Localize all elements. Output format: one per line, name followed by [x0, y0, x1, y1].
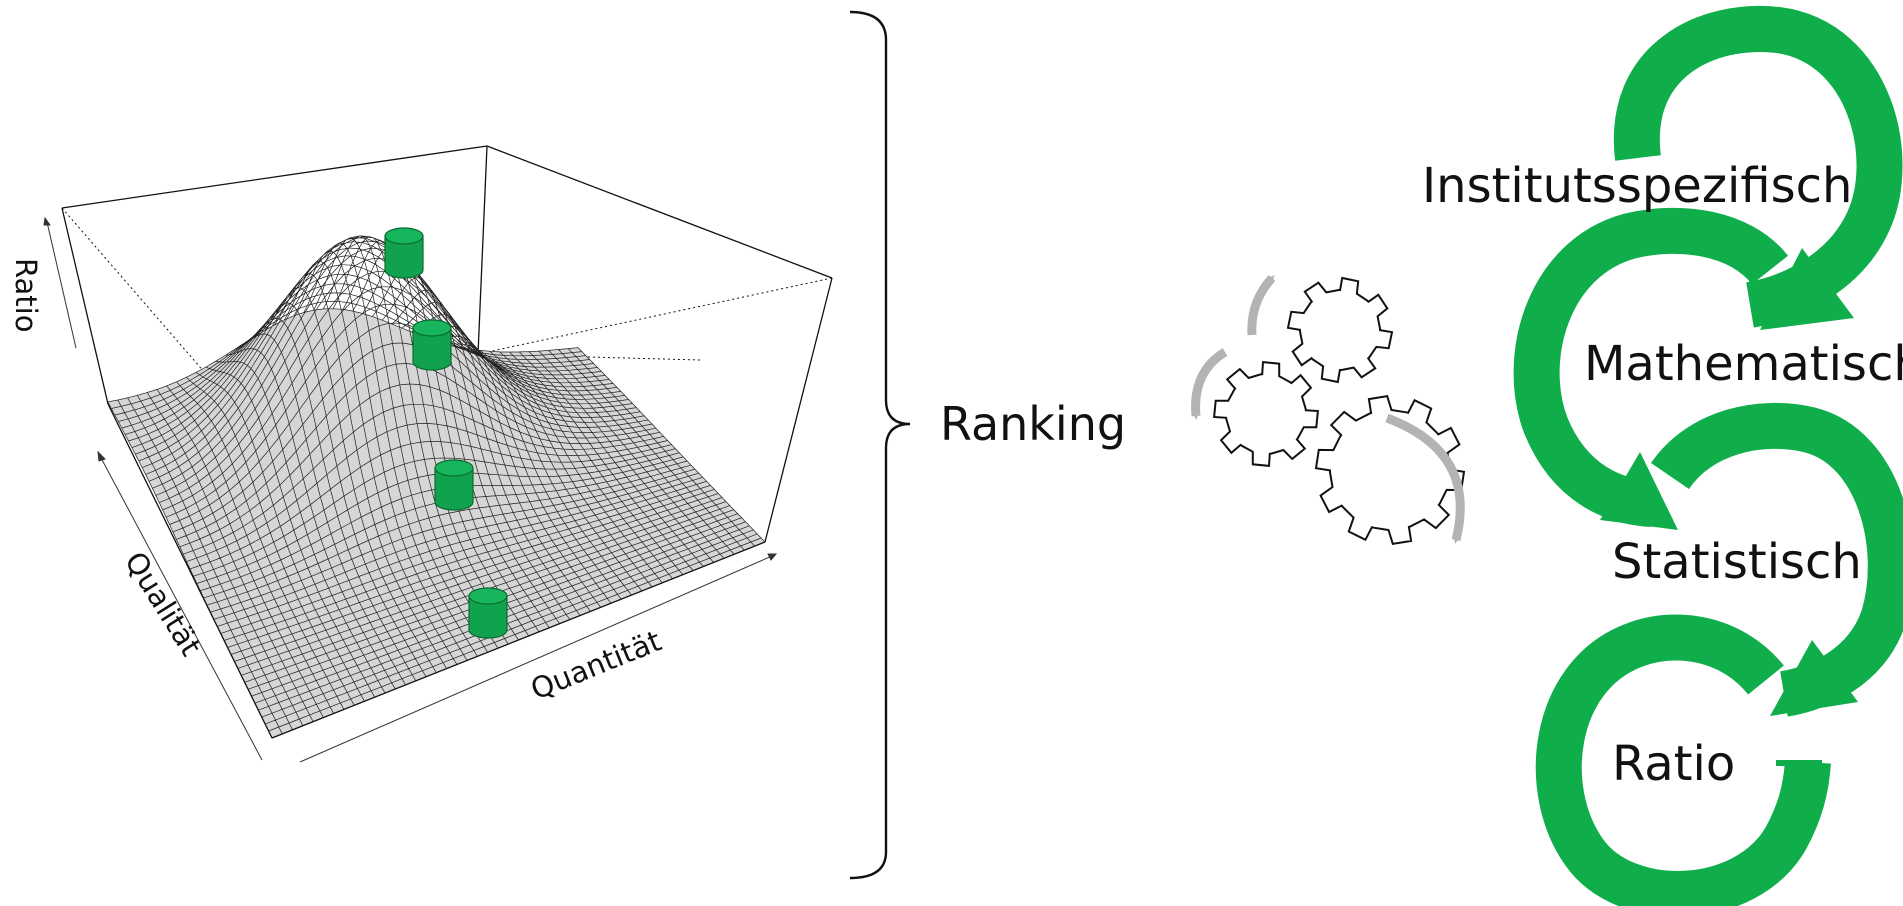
cycle-diagram	[1513, 6, 1903, 906]
cycle-arrowhead-1	[1760, 248, 1854, 330]
ranking-label: Ranking	[940, 397, 1126, 451]
cycle-ring-3	[1651, 402, 1903, 717]
cycle-step-3-label: Statistisch	[1612, 534, 1862, 590]
gear-shape	[1286, 276, 1394, 384]
cycle-step-2-label: Mathematisch	[1584, 336, 1903, 392]
cycle-ring-1	[1613, 6, 1903, 328]
marker-cylinder	[412, 319, 452, 371]
cycle-step-4-label: Ratio	[1612, 736, 1735, 792]
cycle-arrowhead-3	[1770, 640, 1858, 716]
cycle-labels: Institutsspezifisch Mathematisch Statist…	[1422, 158, 1903, 792]
cycle-tail-4	[1776, 760, 1822, 766]
marker-cylinder	[468, 587, 508, 639]
plot-box-front	[107, 403, 766, 739]
axis-arrows	[43, 216, 778, 763]
surface-plot: Ratio Qualität Quantität	[9, 145, 833, 763]
z-axis-label: Ratio	[9, 258, 43, 332]
gear-shape	[1314, 394, 1466, 546]
cycle-arrowhead-2	[1600, 452, 1678, 530]
peak-markers	[384, 227, 508, 639]
marker-cylinder	[434, 459, 474, 511]
x-axis-label: Quantität	[526, 624, 666, 707]
gears-icon	[1191, 274, 1466, 546]
cycle-ring-2	[1513, 207, 1789, 527]
cycle-ring-4	[1535, 614, 1831, 906]
brace	[849, 10, 911, 880]
gear-shape	[1213, 361, 1319, 467]
cycle-step-1-label: Institutsspezifisch	[1422, 158, 1852, 214]
cycle-arrow-icon	[1191, 274, 1465, 544]
marker-cylinder	[384, 227, 424, 279]
